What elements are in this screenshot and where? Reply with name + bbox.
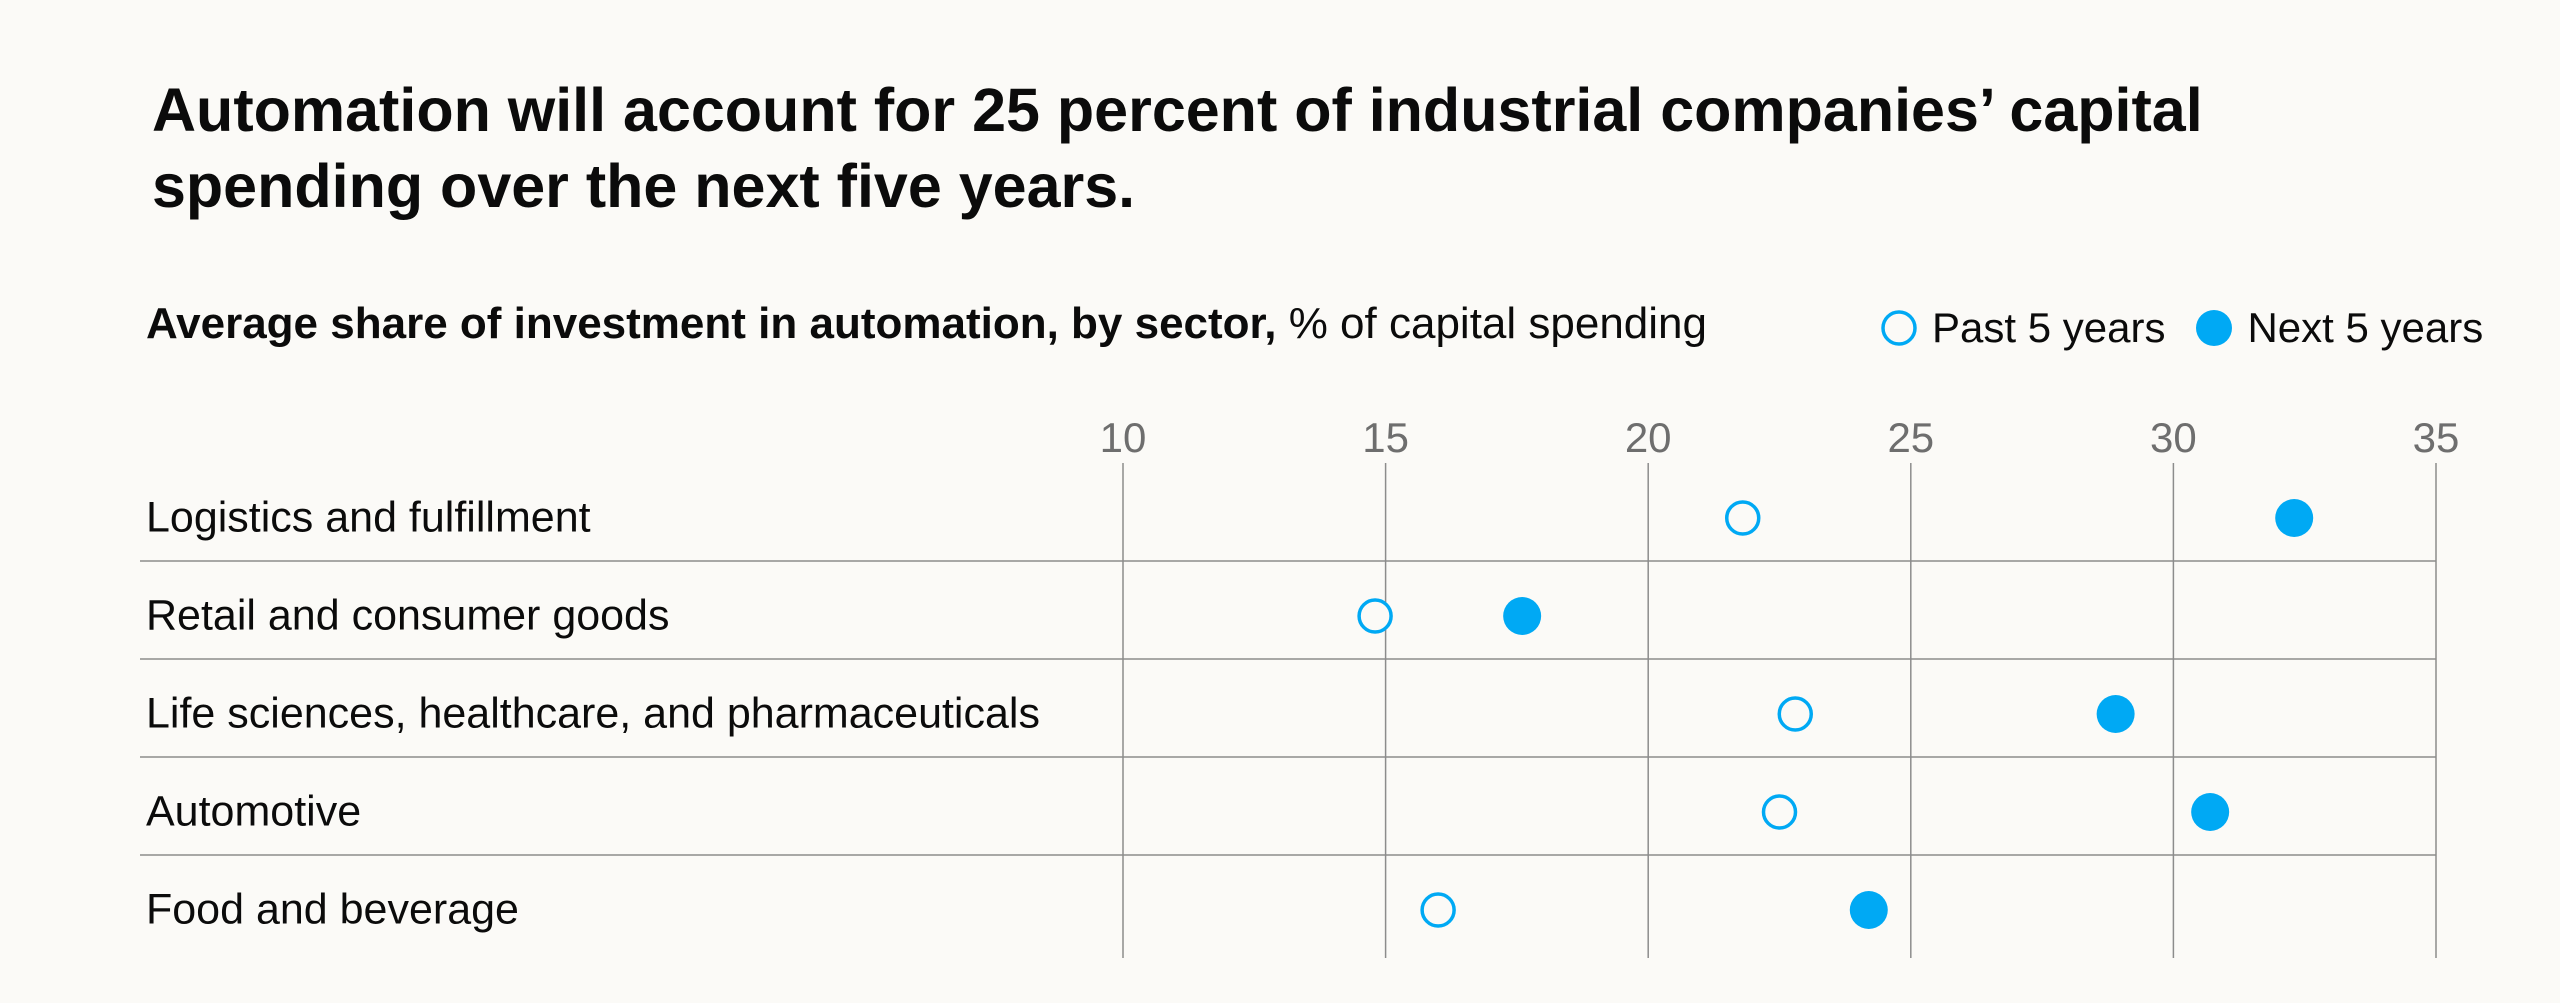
- chart-title: Automation will account for 25 percent o…: [152, 76, 2203, 220]
- x-tick-label-20: 20: [1625, 414, 1672, 461]
- point-past-5-years: [1420, 892, 1456, 928]
- category-label: Logistics and fulfillment: [146, 493, 591, 541]
- point-next-5-years: [1503, 597, 1542, 635]
- x-tick-label-10: 10: [1100, 414, 1147, 461]
- category-label: Automotive: [146, 787, 361, 835]
- hollow-circle-icon: [1881, 310, 1917, 346]
- category-label: Retail and consumer goods: [146, 591, 669, 639]
- legend: Past 5 years Next 5 years: [1880, 300, 2483, 356]
- subtitle-bold: Average share of investment in automatio…: [146, 299, 1277, 348]
- point-next-5-years: [2275, 499, 2314, 537]
- point-next-5-years: [1849, 891, 1888, 929]
- legend-item-next: Next 5 years: [2195, 304, 2483, 352]
- x-tick-label-15: 15: [1362, 414, 1409, 461]
- point-past-5-years: [1761, 794, 1798, 830]
- x-tick-label-35: 35: [2413, 414, 2460, 461]
- legend-label-next: Next 5 years: [2247, 304, 2484, 351]
- point-past-5-years: [1357, 598, 1393, 634]
- point-next-5-years: [2096, 695, 2135, 733]
- chart-subtitle: Average share of investment in automatio…: [146, 296, 1707, 352]
- legend-item-past: Past 5 years: [1880, 304, 2165, 352]
- x-tick-label-30: 30: [2150, 414, 2197, 461]
- filled-circle-icon: [2196, 310, 2233, 346]
- subtitle-unit: % of capital spending: [1288, 299, 1707, 348]
- category-label: Life sciences, healthcare, and pharmaceu…: [146, 689, 1040, 737]
- point-next-5-years: [2191, 793, 2230, 831]
- point-past-5-years: [1724, 500, 1761, 536]
- point-past-5-years: [1777, 696, 1814, 732]
- legend-label-past: Past 5 years: [1932, 304, 2166, 351]
- category-label: Food and beverage: [146, 885, 519, 933]
- x-tick-label-25: 25: [1887, 414, 1934, 461]
